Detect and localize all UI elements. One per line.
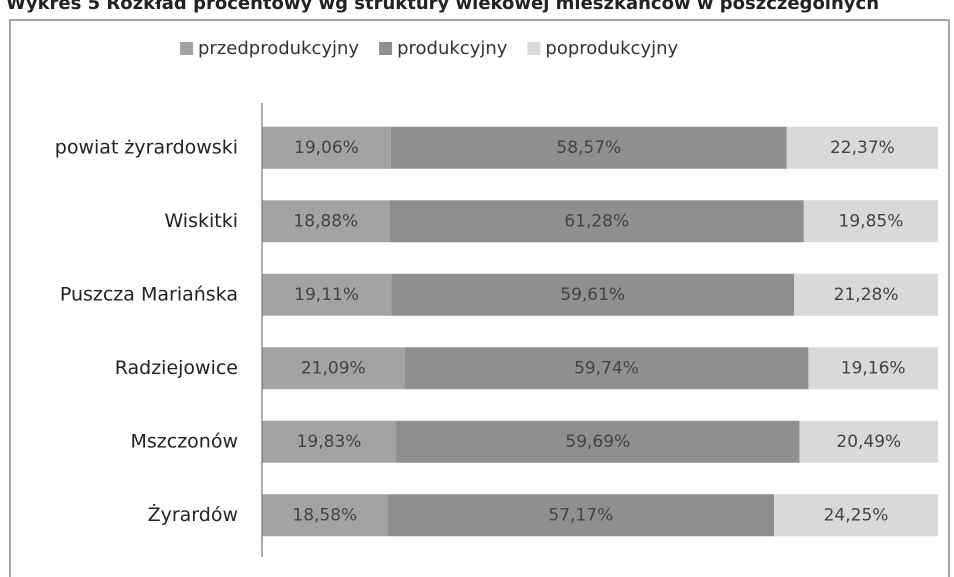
bar-segment xyxy=(803,200,939,243)
value-label: 19,11% xyxy=(294,285,359,305)
bar-segment xyxy=(794,273,938,316)
value-label: 59,61% xyxy=(560,285,625,305)
bar-segment xyxy=(786,126,938,169)
chart-title: Wykres 5 Rozkład procentowy wg struktury… xyxy=(6,0,879,14)
bar-segment xyxy=(391,273,795,316)
legend-swatch xyxy=(379,42,393,55)
value-label: 19,06% xyxy=(294,138,359,158)
value-label: 24,25% xyxy=(824,505,889,525)
value-label: 57,17% xyxy=(548,505,613,525)
bar-segment xyxy=(774,494,938,537)
legend-label: przedprodukcyjny xyxy=(198,38,359,59)
y-tick-label: Żyrardów xyxy=(148,503,238,526)
legend-swatch xyxy=(180,42,193,55)
bar-segment xyxy=(262,494,388,537)
y-tick-label: Mszczonów xyxy=(130,430,238,452)
bar-segment xyxy=(262,273,392,316)
value-label: 19,85% xyxy=(839,211,904,231)
value-label: 19,16% xyxy=(841,358,906,378)
legend-label: produkcyjny xyxy=(397,38,508,59)
value-label: 61,28% xyxy=(564,211,629,231)
value-label: 59,69% xyxy=(565,432,630,452)
y-tick-label: powiat żyrardowski xyxy=(55,136,238,158)
bar-segment xyxy=(262,347,405,390)
value-label: 22,37% xyxy=(830,138,895,158)
bar-segment xyxy=(390,126,787,169)
bar-segment xyxy=(389,200,804,243)
value-label: 21,09% xyxy=(301,358,366,378)
legend-label: poprodukcyjny xyxy=(545,38,678,59)
value-label: 18,88% xyxy=(293,211,358,231)
value-label: 58,57% xyxy=(556,138,621,158)
value-label: 19,83% xyxy=(297,432,362,452)
y-tick-label: Radziejowice xyxy=(115,357,238,379)
legend-swatch xyxy=(527,42,541,55)
bar-segment xyxy=(404,347,809,390)
bar-segment xyxy=(396,420,800,463)
value-label: 21,28% xyxy=(834,285,899,305)
bar-segment xyxy=(262,420,397,463)
bar-segment xyxy=(262,200,390,243)
value-label: 18,58% xyxy=(292,505,357,525)
value-label: 20,49% xyxy=(836,432,901,452)
y-tick-label: Wiskitki xyxy=(164,210,238,232)
bar-segment xyxy=(799,420,939,463)
bar-segment xyxy=(808,347,938,390)
bar-segment xyxy=(262,126,391,169)
bar-segment xyxy=(387,494,775,537)
value-label: 59,74% xyxy=(574,358,639,378)
y-tick-label: Puszcza Mariańska xyxy=(60,283,238,305)
